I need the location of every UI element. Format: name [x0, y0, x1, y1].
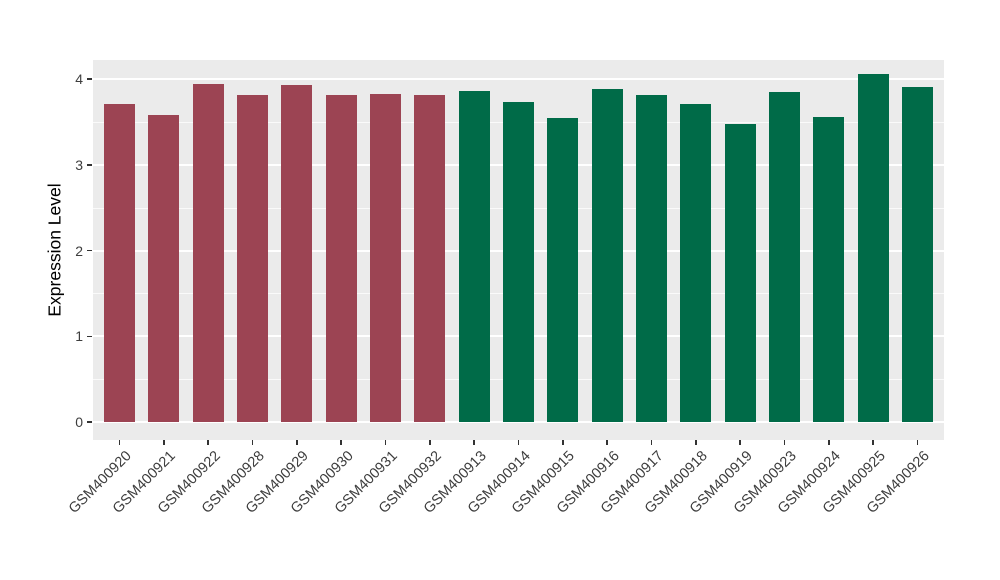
x-axis-tick-mark: [429, 440, 431, 445]
x-axis-tick-mark: [916, 440, 919, 445]
bar-GSM400918: [680, 104, 712, 422]
x-axis-tick-mark: [251, 440, 254, 445]
y-axis-tick-mark: [87, 249, 92, 252]
x-axis-tick-mark: [207, 440, 209, 445]
gridline-major: [93, 78, 944, 81]
bar-GSM400923: [768, 92, 800, 422]
x-axis-tick-mark: [783, 440, 786, 445]
x-axis-tick-mark: [739, 440, 741, 445]
x-axis-tick-mark: [296, 440, 298, 445]
bar-GSM400920: [104, 104, 136, 422]
bar-GSM400931: [370, 93, 402, 422]
x-axis-tick-mark: [650, 440, 653, 445]
x-axis-tick-mark: [562, 440, 564, 445]
bar-GSM400913: [458, 91, 490, 422]
bar-GSM400926: [901, 86, 933, 422]
x-axis-tick-mark: [118, 440, 121, 445]
x-axis-tick-mark: [517, 440, 520, 445]
bar-GSM400929: [281, 85, 313, 422]
bar-GSM400915: [547, 117, 579, 422]
bar-GSM400921: [148, 115, 180, 422]
bar-GSM400924: [813, 116, 845, 422]
x-axis-tick-mark: [872, 440, 874, 445]
bar-GSM400916: [591, 88, 623, 422]
y-axis-tick-label: 4: [75, 71, 83, 88]
x-axis-tick-mark: [828, 440, 830, 445]
x-axis-tick-mark: [340, 440, 342, 445]
y-axis-tick-mark: [87, 421, 92, 423]
y-axis-tick-mark: [87, 335, 92, 338]
bar-GSM400932: [414, 94, 446, 422]
bar-GSM400922: [192, 84, 224, 422]
x-axis-tick-mark: [695, 440, 697, 445]
plot-panel: [93, 60, 944, 440]
bar-GSM400914: [502, 102, 534, 422]
x-axis-tick-mark: [606, 440, 608, 445]
y-axis-tick-label: 2: [75, 242, 83, 259]
bar-GSM400928: [237, 94, 269, 422]
y-axis-tick-label: 3: [75, 156, 83, 173]
y-axis-tick-label: 1: [75, 328, 83, 345]
bar-GSM400919: [724, 123, 756, 422]
bar-GSM400930: [325, 94, 357, 422]
y-axis-tick-mark: [87, 78, 92, 80]
bar-GSM400925: [857, 74, 889, 422]
x-axis-tick-mark: [473, 440, 475, 445]
gridline-major: [93, 421, 944, 423]
x-axis-tick-mark: [163, 440, 165, 445]
y-axis-tick-mark: [87, 164, 92, 166]
bar-GSM400917: [635, 94, 667, 422]
y-axis-tick-label: 0: [75, 414, 83, 430]
x-axis-tick-mark: [384, 440, 387, 445]
